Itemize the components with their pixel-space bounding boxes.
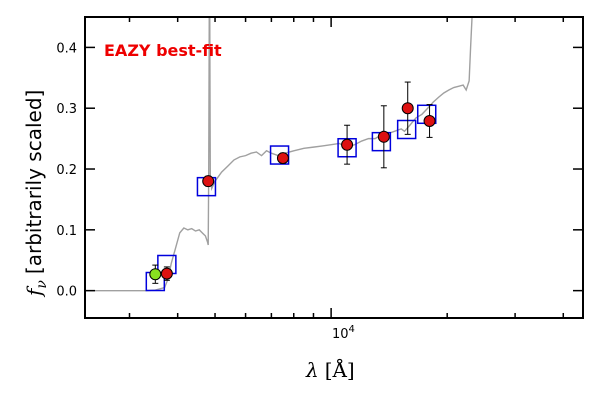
model-photometry-layer xyxy=(145,104,437,292)
y-tick-label-4: 0.4 xyxy=(56,41,77,56)
observed-point-3 xyxy=(276,152,289,165)
y-tick-label-0: 0.0 xyxy=(56,285,77,300)
y-axis-subscript: ν xyxy=(34,280,50,289)
model-point-3 xyxy=(269,145,290,165)
x-axis-symbol: λ xyxy=(305,358,319,382)
y-tick-label-2: 0.2 xyxy=(56,163,77,178)
observed-point-5 xyxy=(377,130,390,143)
x-tick-base: 10 xyxy=(332,327,349,342)
observed-photometry-layer xyxy=(149,102,436,281)
observed-point-7 xyxy=(423,114,436,127)
axes-frame xyxy=(84,16,584,319)
observed-point-2 xyxy=(202,175,215,188)
x-tick-label-10e4: 104 xyxy=(332,324,355,342)
template-spectrum-line xyxy=(85,17,473,292)
x-axis-label: λ [Å] xyxy=(305,357,355,382)
x-axis-unit: [Å] xyxy=(325,357,355,382)
annotation-label: EAZY best-fit xyxy=(104,41,222,60)
observed-point-0 xyxy=(149,268,162,281)
error-bars-layer xyxy=(152,81,433,284)
y-axis-text: [arbitrarily scaled] xyxy=(22,90,46,274)
y-tick-label-1: 0.1 xyxy=(56,224,77,239)
y-tick-labels: 0.0 0.1 0.2 0.3 0.4 xyxy=(56,41,77,299)
x-tick-exponent: 4 xyxy=(349,324,355,335)
observed-point-4 xyxy=(341,138,354,151)
model-point-6 xyxy=(396,119,417,140)
observed-point-6 xyxy=(401,102,414,115)
plot-area xyxy=(85,17,473,292)
observed-point-1 xyxy=(160,267,173,280)
y-axis-label: fν[arbitrarily scaled] xyxy=(22,90,50,298)
y-tick-label-3: 0.3 xyxy=(56,102,77,117)
